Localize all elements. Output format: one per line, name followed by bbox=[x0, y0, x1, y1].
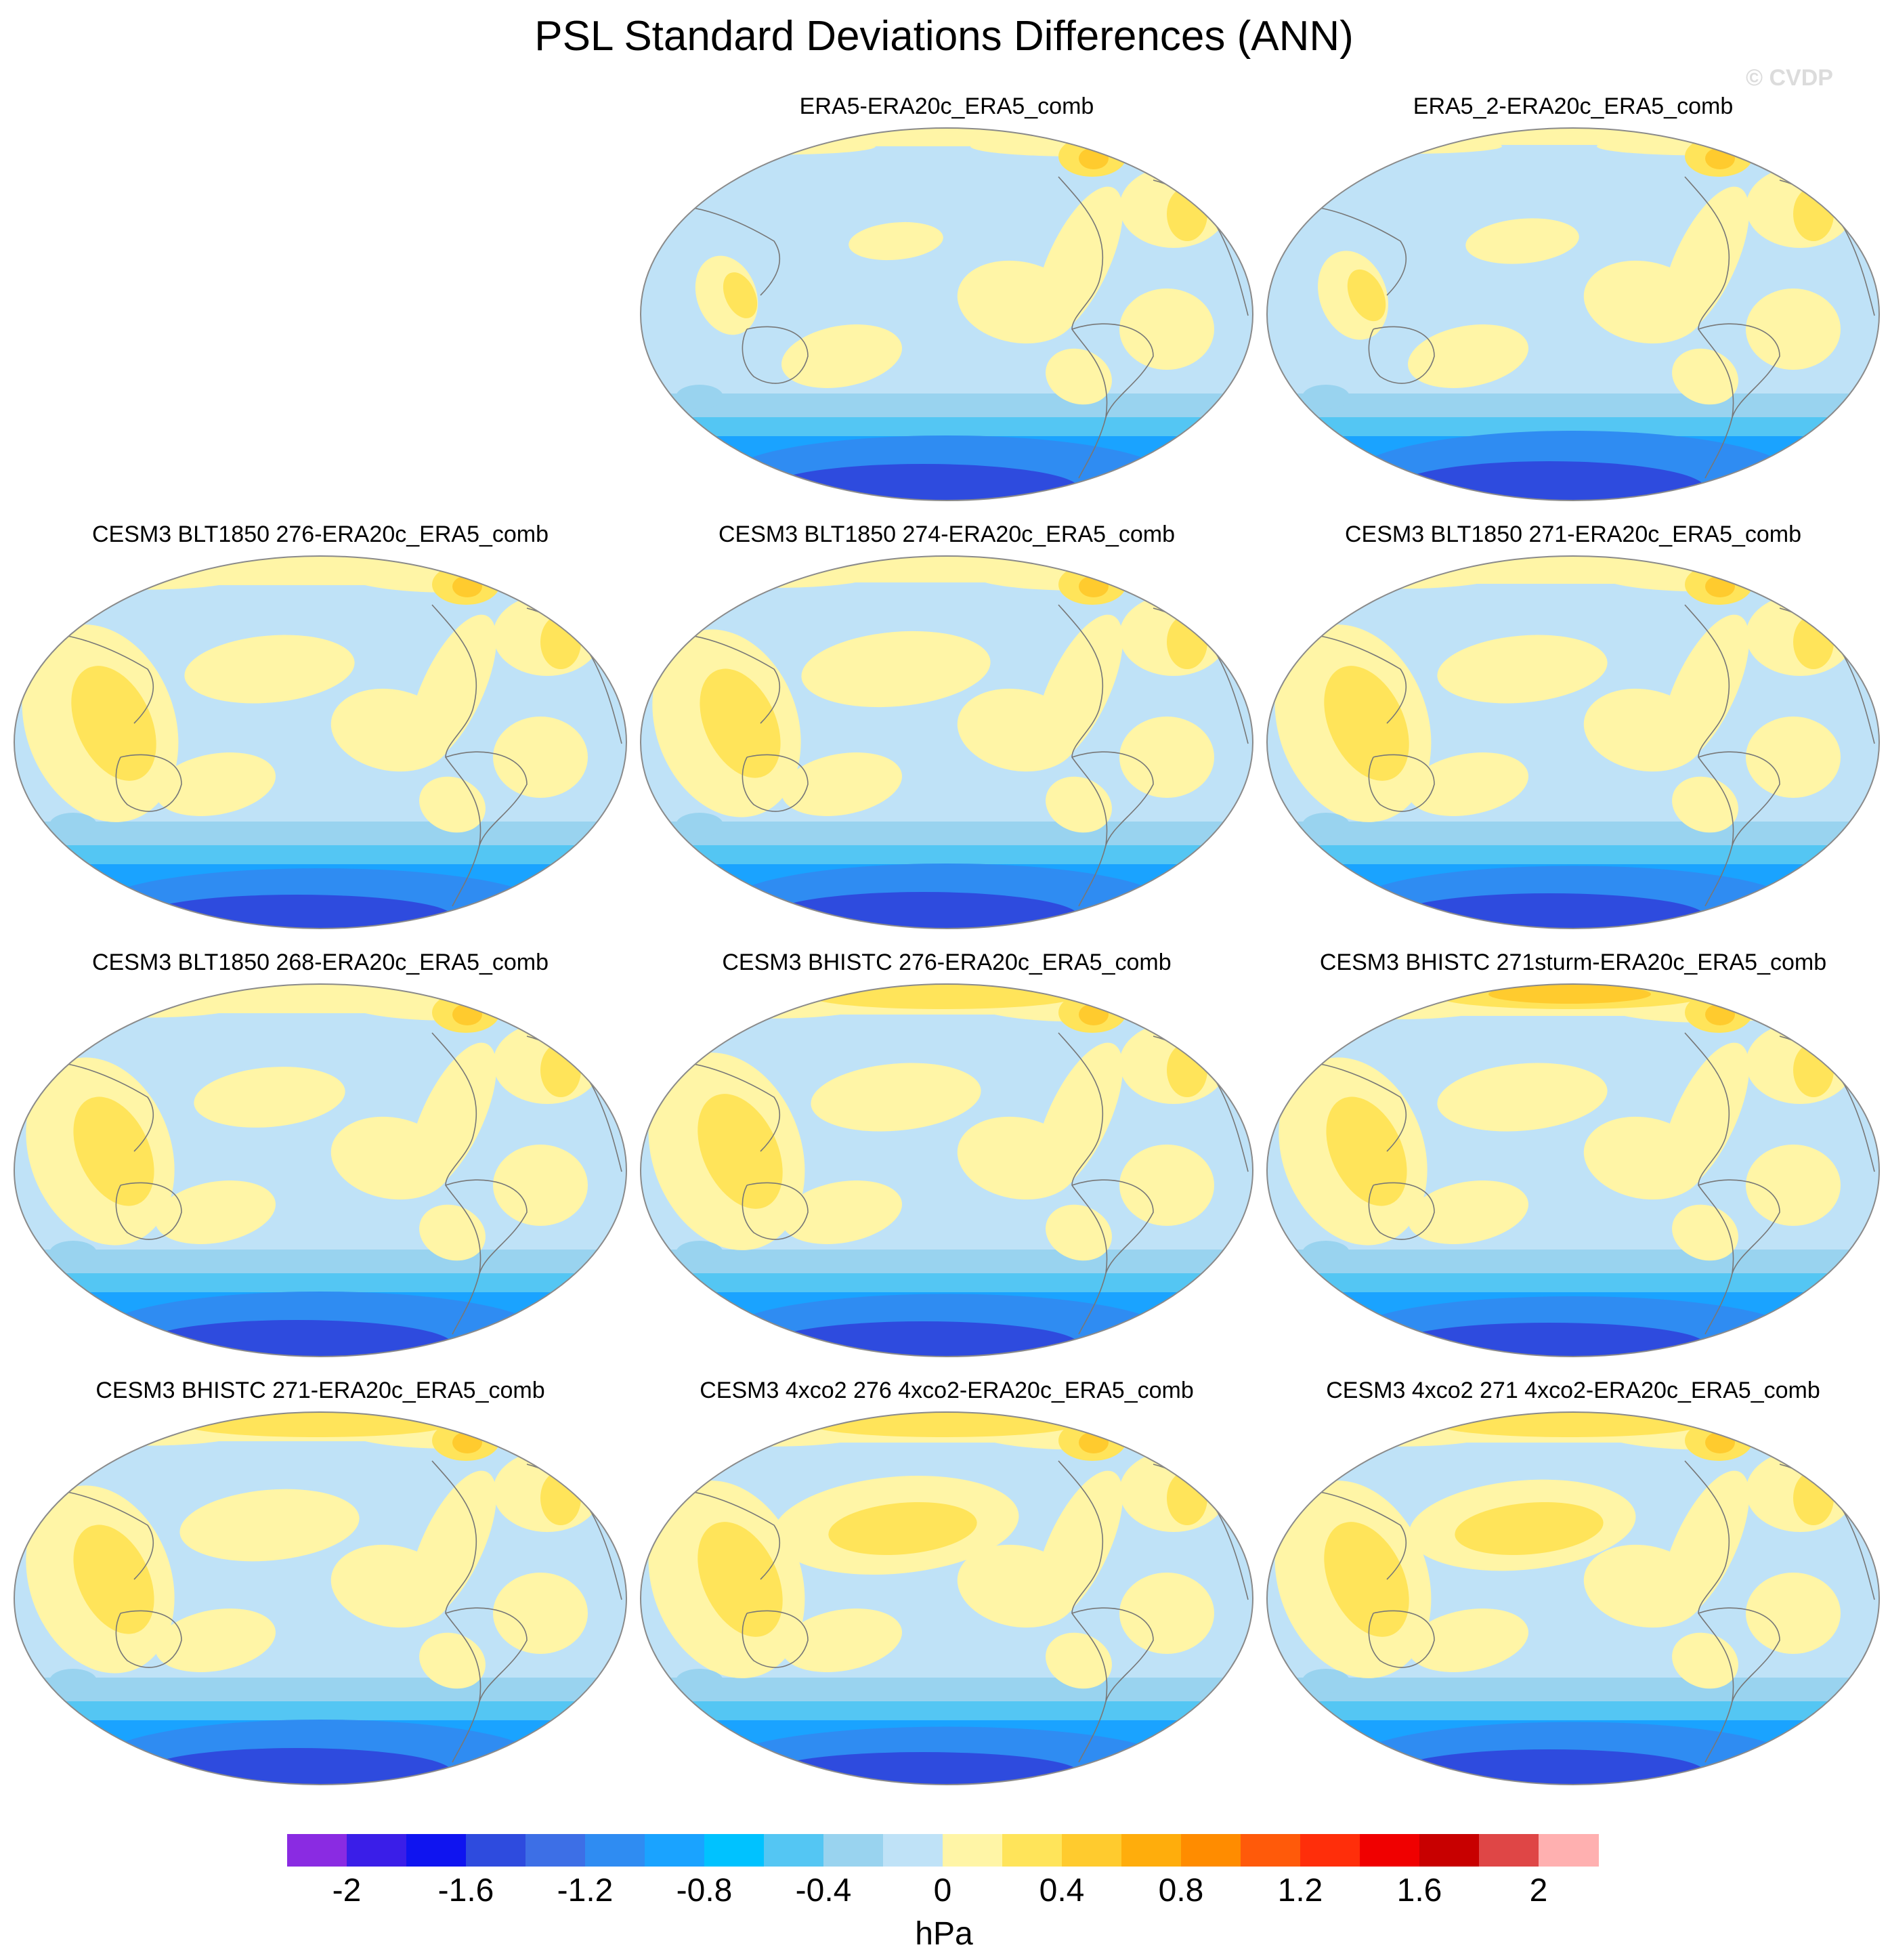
global-map bbox=[14, 1411, 627, 1785]
global-map bbox=[640, 1411, 1253, 1785]
watermark: © CVDP bbox=[1746, 65, 1833, 91]
panel-title: CESM3 4xco2 271 4xco2-ERA20c_ERA5_comb bbox=[1326, 1378, 1820, 1403]
panel-title: CESM3 BLT1850 271-ERA20c_ERA5_comb bbox=[1344, 521, 1802, 547]
colorbar-segment bbox=[1002, 1834, 1063, 1867]
colorbar-segment bbox=[1121, 1834, 1182, 1867]
panel-title: CESM3 4xco2 276 4xco2-ERA20c_ERA5_comb bbox=[700, 1378, 1194, 1403]
colorbar-segment bbox=[1062, 1834, 1122, 1867]
colorbar-tick-label: 0.8 bbox=[1158, 1873, 1204, 1909]
panel-title: ERA5_2-ERA20c_ERA5_comb bbox=[1413, 93, 1734, 119]
colorbar-segment bbox=[1181, 1834, 1241, 1867]
global-map bbox=[1266, 555, 1880, 929]
colorbar-segment bbox=[287, 1834, 347, 1867]
colorbar-segment bbox=[883, 1834, 943, 1867]
colorbar-tick-label: 1.2 bbox=[1277, 1873, 1323, 1909]
global-map bbox=[14, 555, 627, 929]
panel-title: CESM3 BHISTC 271-ERA20c_ERA5_comb bbox=[95, 1378, 545, 1403]
colorbar-units: hPa bbox=[915, 1916, 973, 1952]
colorbar-segment bbox=[1479, 1834, 1539, 1867]
colorbar-tick-label: -1.2 bbox=[557, 1873, 614, 1909]
panel-title: CESM3 BLT1850 276-ERA20c_ERA5_comb bbox=[91, 521, 549, 547]
panel-title: CESM3 BHISTC 276-ERA20c_ERA5_comb bbox=[722, 950, 1172, 975]
global-map bbox=[1266, 1411, 1880, 1785]
colorbar-segment bbox=[525, 1834, 586, 1867]
global-map bbox=[14, 983, 627, 1357]
colorbar-segment bbox=[943, 1834, 1003, 1867]
colorbar-tick-label: 2 bbox=[1529, 1873, 1548, 1909]
panel-title: CESM3 BLT1850 274-ERA20c_ERA5_comb bbox=[718, 521, 1176, 547]
global-map bbox=[640, 555, 1253, 929]
colorbar-segment bbox=[1419, 1834, 1480, 1867]
colorbar-segment bbox=[1241, 1834, 1301, 1867]
colorbar-tick-label: -1.6 bbox=[437, 1873, 494, 1909]
colorbar-tick-label: 1.6 bbox=[1396, 1873, 1442, 1909]
panel-title: CESM3 BHISTC 271sturm-ERA20c_ERA5_comb bbox=[1319, 950, 1827, 975]
colorbar-segment bbox=[466, 1834, 526, 1867]
colorbar-segment bbox=[704, 1834, 765, 1867]
colorbar-segment bbox=[645, 1834, 705, 1867]
colorbar-tick-label: -2 bbox=[332, 1873, 362, 1909]
panel-title: CESM3 BLT1850 268-ERA20c_ERA5_comb bbox=[91, 950, 549, 975]
global-map bbox=[1266, 983, 1880, 1357]
colorbar-tick-label: -0.8 bbox=[676, 1873, 733, 1909]
global-map bbox=[1266, 127, 1880, 501]
colorbar-segment bbox=[406, 1834, 467, 1867]
colorbar-tick-label: 0 bbox=[933, 1873, 952, 1909]
colorbar-tick-label: 0.4 bbox=[1039, 1873, 1085, 1909]
colorbar-segment bbox=[1539, 1834, 1599, 1867]
colorbar-tick-label: -0.4 bbox=[795, 1873, 852, 1909]
colorbar-segment bbox=[764, 1834, 824, 1867]
colorbar-segment bbox=[1300, 1834, 1360, 1867]
colorbar bbox=[287, 1834, 1599, 1867]
global-map bbox=[640, 983, 1253, 1357]
global-map bbox=[640, 127, 1253, 501]
panel-title: ERA5-ERA20c_ERA5_comb bbox=[799, 93, 1094, 119]
colorbar-segment bbox=[585, 1834, 645, 1867]
colorbar-segment bbox=[823, 1834, 884, 1867]
colorbar-segment bbox=[347, 1834, 407, 1867]
colorbar-segment bbox=[1360, 1834, 1420, 1867]
page-title: PSL Standard Deviations Differences (ANN… bbox=[534, 13, 1354, 60]
